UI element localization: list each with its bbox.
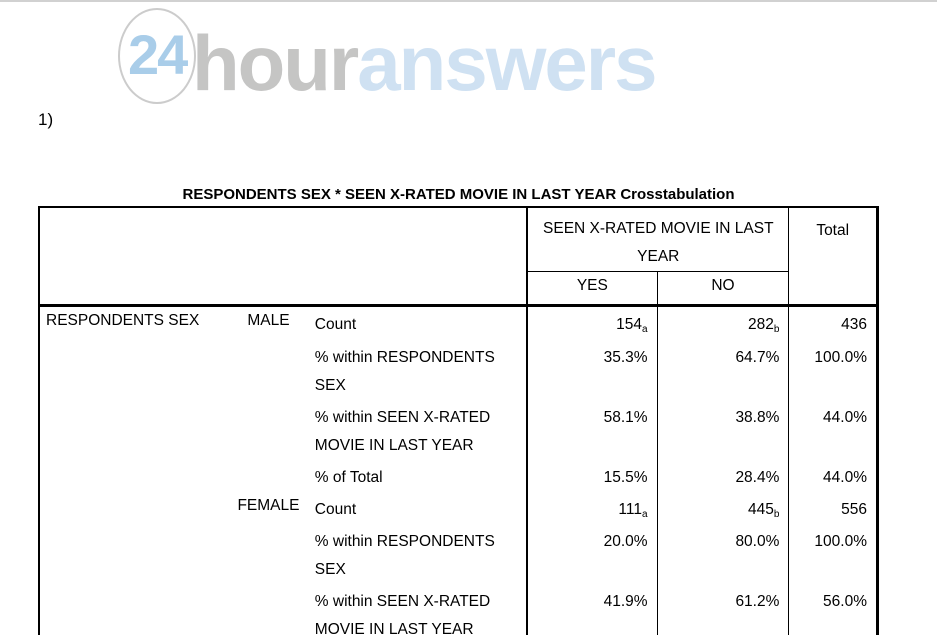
value-cell: 100.0% [789, 524, 878, 584]
value: 100.0% [814, 348, 867, 366]
stat-label: % within RESPONDENTS SEX [314, 523, 529, 584]
value-cell: 41.9% [527, 583, 658, 635]
value: 38.8% [735, 408, 780, 426]
column-header-yes: YES [527, 271, 658, 307]
value-cell: 44.0% [789, 400, 878, 460]
row-dimension-label: RESPONDENTS SEX [46, 312, 200, 329]
table-row: RESPONDENTS SEX MALE Count 154a 282b 436 [39, 305, 878, 340]
value-cell: 111a [527, 491, 658, 524]
value: 58.1% [603, 408, 648, 426]
value-cell: 100.0% [789, 340, 878, 400]
value-cell: 436 [789, 306, 878, 340]
value: 436 [841, 316, 867, 333]
header-row-2: YES NO [39, 271, 878, 307]
value: 41.9% [603, 592, 648, 610]
value-cell: 58.1% [527, 399, 658, 460]
value: 56.0% [823, 592, 867, 610]
logo-word-answers: answers [357, 19, 657, 107]
value: 445 [747, 500, 774, 518]
value-cell: 56.0% [789, 584, 878, 635]
sex-label-female: FEMALE [237, 496, 300, 514]
value-cell: 61.2% [657, 583, 790, 635]
value: 44.0% [823, 408, 867, 426]
value-cell: 282b [657, 305, 790, 340]
value: 15.5% [603, 468, 648, 486]
stat-label: % within RESPONDENTS SEX [314, 339, 529, 400]
value-cell: 35.3% [527, 339, 658, 400]
column-header-total: Total [788, 207, 878, 307]
value-cell: 154a [527, 305, 658, 340]
value-cell: 20.0% [527, 523, 658, 584]
table-row: % of Total 15.5% 28.4% 44.0% [39, 459, 878, 492]
column-header-no: NO [657, 271, 790, 307]
value: 282 [747, 316, 774, 333]
value-cell: 64.7% [657, 339, 790, 400]
table-row: % within SEEN X-RATED MOVIE IN LAST YEAR… [39, 583, 878, 635]
value: 35.3% [603, 348, 648, 366]
value-cell: 445b [657, 491, 790, 524]
value: 111 [618, 500, 642, 518]
table-row: % within RESPONDENTS SEX 35.3% 64.7% 100… [39, 339, 878, 400]
header-stub-cell [39, 207, 529, 307]
value-subscript: a [641, 324, 648, 335]
stat-label: % within SEEN X-RATED MOVIE IN LAST YEAR [314, 583, 529, 635]
stat-label: Count [314, 491, 529, 524]
value: 44.0% [823, 468, 867, 486]
table-row: % within RESPONDENTS SEX 20.0% 80.0% 100… [39, 523, 878, 584]
stat-label: % of Total [314, 459, 529, 492]
value: 28.4% [735, 468, 780, 486]
question-number: 1) [38, 110, 54, 129]
sex-label-male: MALE [247, 312, 290, 329]
logo-word-hour: hour [192, 19, 359, 107]
value-cell: 28.4% [657, 459, 790, 492]
value-cell: 15.5% [527, 459, 658, 492]
value: 20.0% [603, 532, 648, 550]
value-subscript: b [773, 324, 780, 335]
value-cell: 38.8% [657, 399, 790, 460]
stat-label: Count [314, 305, 529, 340]
table-row: FEMALE Count 111a 445b 556 [39, 491, 878, 524]
value: 556 [841, 500, 867, 518]
crosstab-table: SEEN X-RATED MOVIE IN LAST YEAR Total YE… [38, 206, 879, 635]
header-row-1: SEEN X-RATED MOVIE IN LAST YEAR Total [39, 207, 878, 307]
value-cell: 556 [789, 492, 878, 524]
value-subscript: a [641, 508, 648, 520]
logo-circle-icon [118, 8, 196, 104]
site-logo: 24 houranswers [0, 0, 937, 110]
value-subscript: b [773, 508, 780, 520]
value: 100.0% [814, 532, 867, 550]
value: 80.0% [735, 532, 780, 550]
value: 154 [616, 316, 642, 333]
value-cell: 80.0% [657, 523, 790, 584]
value-cell: 44.0% [789, 460, 878, 492]
column-group-header: SEEN X-RATED MOVIE IN LAST YEAR [527, 207, 790, 272]
crosstab-title: RESPONDENTS SEX * SEEN X-RATED MOVIE IN … [182, 186, 735, 203]
logo-badge-number: 24 [128, 23, 188, 86]
table-row: % within SEEN X-RATED MOVIE IN LAST YEAR… [39, 399, 878, 460]
value: 64.7% [735, 348, 780, 366]
value: 61.2% [735, 592, 780, 610]
logo-wordmark: houranswers [192, 15, 658, 111]
stat-label: % within SEEN X-RATED MOVIE IN LAST YEAR [314, 399, 529, 460]
window-top-edge [0, 0, 937, 2]
